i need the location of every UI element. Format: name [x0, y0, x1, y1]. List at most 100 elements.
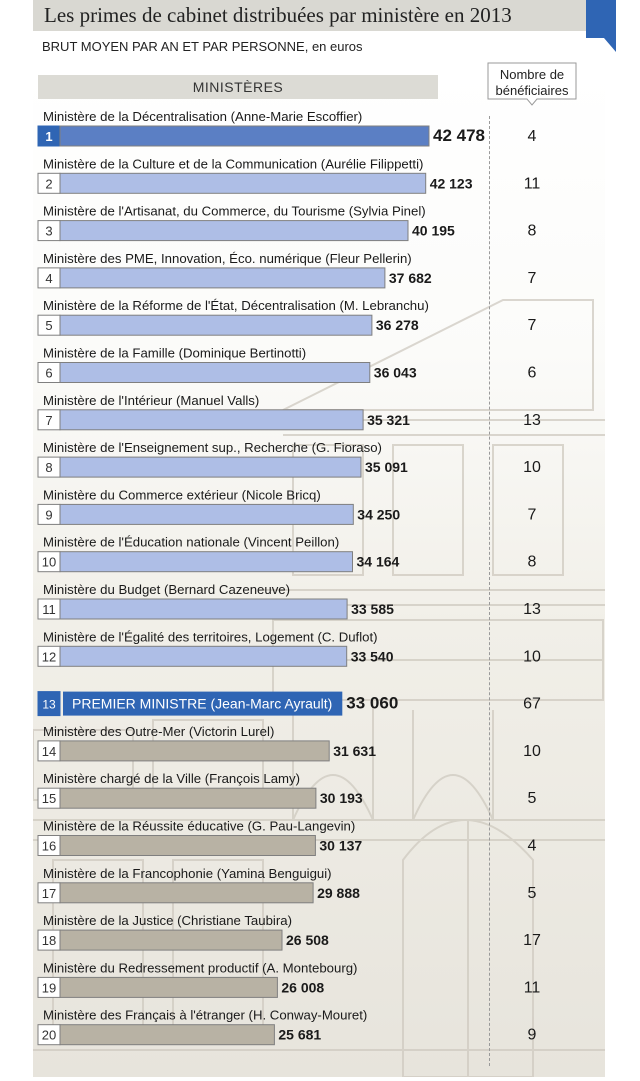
bar-4 [59, 267, 386, 289]
ministry-label-13: PREMIER MINISTRE (Jean-Marc Ayrault) [72, 696, 332, 712]
bar-3 [59, 220, 409, 242]
ministry-label-20: Ministère des Français à l'étranger (H. … [43, 1008, 367, 1023]
beneficiary-count-17: 5 [528, 885, 537, 902]
value-label-19: 26 008 [281, 979, 324, 995]
rank-number-12: 12 [42, 649, 56, 664]
bar-9 [59, 503, 354, 525]
beneficiary-count-18: 17 [523, 932, 541, 949]
beneficiary-count-15: 5 [528, 790, 537, 807]
bar-8 [59, 456, 362, 478]
beneficiary-count-8: 10 [523, 459, 541, 476]
ministry-label-17: Ministère de la Francophonie (Yamina Ben… [43, 866, 332, 881]
bar-6 [59, 362, 371, 383]
subtitle-main: BRUT MOYEN PAR AN ET PAR PERSONNE [42, 39, 305, 54]
value-label-8: 35 091 [365, 459, 408, 475]
beneficiary-count-9: 7 [528, 506, 537, 523]
ministry-label-14: Ministère des Outre-Mer (Victorin Lurel) [43, 724, 274, 739]
rank-number-8: 8 [45, 460, 52, 475]
beneficiary-count-20: 9 [528, 1027, 537, 1044]
rank-number-10: 10 [42, 555, 56, 570]
rank-box-13 [37, 691, 61, 717]
bar-1 [59, 125, 430, 147]
value-label-2: 42 123 [430, 175, 473, 191]
ministry-label-19: Ministère du Redressement productif (A. … [43, 960, 357, 975]
rank-number-16: 16 [42, 839, 56, 854]
beneficiary-count-12: 10 [523, 648, 541, 665]
rank-number-15: 15 [42, 791, 56, 806]
bar-18 [59, 929, 283, 951]
value-label-7: 35 321 [367, 412, 410, 428]
subtitle: BRUT MOYEN PAR AN ET PAR PERSONNE, en eu… [42, 39, 363, 54]
value-label-5: 36 278 [376, 317, 419, 333]
ministry-label-6: Ministère de la Famille (Dominique Berti… [43, 346, 306, 361]
bar-2 [59, 172, 427, 194]
value-label-3: 40 195 [412, 223, 455, 239]
value-label-6: 36 043 [374, 365, 417, 381]
value-label-4: 37 682 [389, 270, 432, 286]
ministry-label-9: Ministère du Commerce extérieur (Nicole … [43, 487, 321, 502]
rank-number-7: 7 [45, 413, 52, 428]
beneficiary-count-6: 6 [528, 365, 537, 382]
value-label-17: 29 888 [317, 885, 360, 901]
beneficiary-count-3: 8 [528, 223, 537, 240]
bar-15 [59, 787, 317, 809]
beneficiary-count-19: 11 [524, 979, 541, 996]
rank-number-11: 11 [42, 602, 56, 617]
rank-number-14: 14 [42, 744, 56, 759]
bar-19 [59, 976, 278, 998]
value-label-15: 30 193 [320, 790, 363, 806]
ministry-label-16: Ministère de la Réussite éducative (G. P… [43, 819, 355, 834]
rank-number-19: 19 [42, 980, 56, 995]
title-bar [33, 0, 605, 31]
bar-7 [59, 409, 364, 431]
bar-16 [59, 835, 316, 856]
ministry-label-12: Ministère de l'Égalité des territoires, … [43, 629, 378, 644]
value-label-11: 33 585 [351, 601, 394, 617]
bar-11 [59, 598, 348, 620]
beneficiary-count-7: 13 [523, 412, 541, 429]
ministries-column-header: MINISTÈRES [38, 75, 438, 99]
ministry-label-15: Ministère chargé de la Ville (François L… [43, 771, 300, 786]
value-label-16: 30 137 [319, 838, 362, 854]
bar-5 [59, 314, 373, 336]
rank-number-9: 9 [45, 507, 52, 522]
bar-13 [63, 691, 343, 716]
beneficiary-count-5: 7 [528, 317, 537, 334]
page-title: Les primes de cabinet distribuées par mi… [44, 3, 512, 27]
rank-number-20: 20 [42, 1028, 56, 1043]
ministry-label-10: Ministère de l'Éducation nationale (Vinc… [43, 535, 339, 550]
rank-number-2: 2 [45, 176, 52, 191]
beneficiary-count-2: 11 [524, 175, 541, 192]
beneficiary-count-4: 7 [528, 270, 537, 287]
column-divider [489, 116, 490, 1066]
ministry-label-4: Ministère des PME, Innovation, Éco. numé… [43, 251, 412, 266]
rank-number-4: 4 [45, 271, 52, 286]
ministry-label-8: Ministère de l'Enseignement sup., Recher… [43, 440, 382, 455]
value-label-20: 25 681 [278, 1027, 321, 1043]
value-label-12: 33 540 [351, 648, 394, 664]
ministry-label-3: Ministère de l'Artisanat, du Commerce, d… [43, 204, 426, 219]
value-label-1: 42 478 [433, 126, 485, 145]
beneficiary-count-14: 10 [523, 743, 541, 760]
rank-number-17: 17 [42, 886, 56, 901]
rank-number-3: 3 [45, 224, 52, 239]
subtitle-unit: , en euros [304, 39, 363, 54]
corner-flag-marker [586, 0, 616, 52]
beneficiaries-column-header: Nombre de bénéficiaires [487, 67, 577, 99]
value-label-9: 34 250 [357, 506, 400, 522]
ministry-label-2: Ministère de la Culture et de la Communi… [43, 156, 423, 171]
count-header-line2: bénéficiaires [495, 83, 569, 98]
bar-12 [59, 645, 348, 667]
rank-number-13: 13 [42, 698, 56, 712]
beneficiary-count-10: 8 [528, 554, 537, 571]
count-header-line1: Nombre de [499, 67, 565, 82]
bar-20 [59, 1024, 275, 1046]
rank-number-1: 1 [45, 129, 52, 144]
value-label-10: 34 164 [357, 554, 400, 570]
rank-number-5: 5 [45, 318, 52, 333]
ministry-label-5: Ministère de la Réforme de l'État, Décen… [43, 298, 429, 313]
value-label-18: 26 508 [286, 932, 329, 948]
beneficiary-count-13: 67 [523, 696, 541, 713]
